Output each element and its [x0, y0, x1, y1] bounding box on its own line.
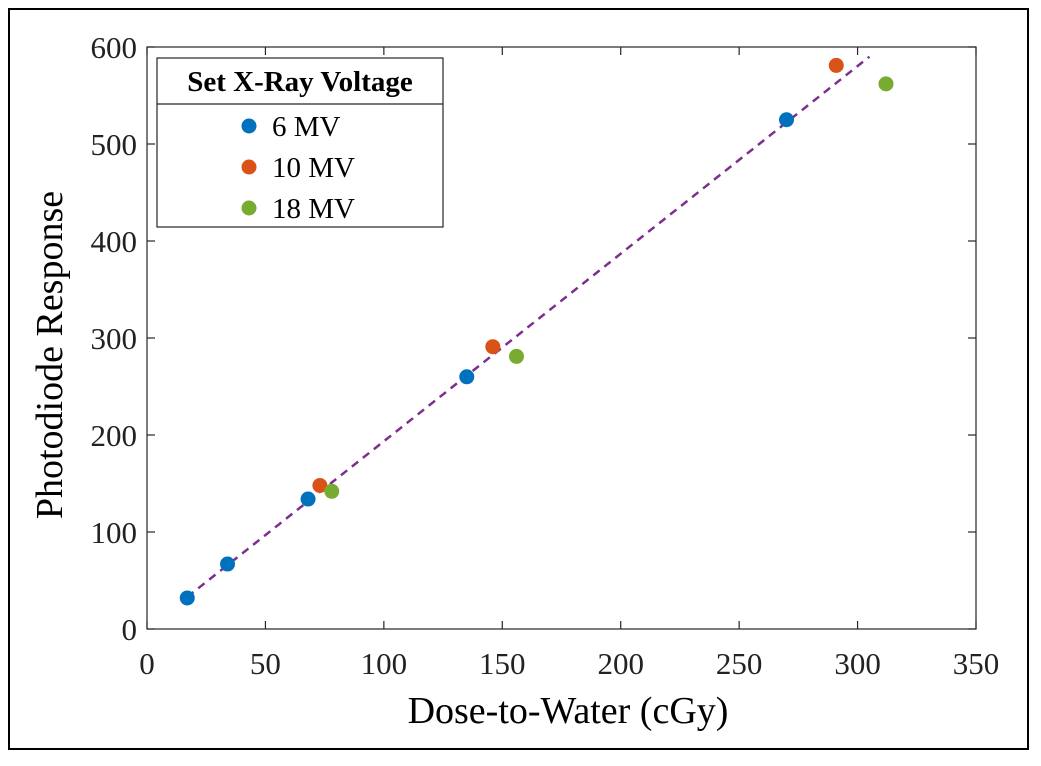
x-tick-label: 300 — [834, 646, 881, 681]
y-tick-label: 300 — [91, 321, 138, 356]
y-tick-label: 500 — [91, 127, 138, 162]
legend-items: 6 MV 10 MV 18 MV — [241, 111, 355, 225]
data-point-6-mv — [459, 369, 475, 385]
x-axis-title: Dose-to-Water (cGy) — [408, 690, 729, 732]
data-point-6-mv — [220, 556, 236, 572]
y-tick-label: 600 — [91, 30, 138, 65]
legend-label-10-mv: 10 MV — [272, 152, 355, 184]
data-point-6-mv — [179, 590, 195, 606]
data-point-10-mv — [485, 339, 501, 355]
data-point-10-mv — [828, 57, 844, 73]
data-point-10-mv — [312, 477, 328, 493]
legend-marker-18-mv — [241, 200, 257, 216]
data-point-18-mv — [878, 76, 894, 92]
y-tick-label: 200 — [91, 418, 138, 453]
data-point-6-mv — [779, 112, 795, 128]
legend-box — [156, 57, 444, 228]
legend-label-6-mv: 6 MV — [272, 111, 341, 143]
fit-line — [186, 55, 871, 598]
legend: Set X-Ray Voltage 6 MV 10 MV 18 MV — [156, 57, 444, 228]
x-tick-label: 200 — [597, 646, 644, 681]
y-tick-label: 100 — [91, 515, 138, 550]
x-tick-label: 50 — [250, 646, 281, 681]
y-axis-title: Photodiode Response — [29, 191, 71, 519]
data-points — [179, 57, 894, 606]
x-tick-label: 0 — [139, 646, 155, 681]
legend-marker-6-mv — [241, 118, 257, 134]
legend-label-18-mv: 18 MV — [272, 193, 355, 225]
legend-title: Set X-Ray Voltage — [187, 66, 413, 98]
fit-line-layer — [186, 55, 871, 598]
x-tick-label: 350 — [953, 646, 1000, 681]
axis-ticks: 0 50 100 150 200 250 300 350 0 100 200 300 400 500 600 — [91, 30, 1000, 681]
data-point-18-mv — [508, 348, 524, 364]
x-tick-label: 100 — [361, 646, 408, 681]
legend-marker-10-mv — [241, 159, 257, 175]
y-tick-label: 0 — [122, 612, 138, 647]
x-tick-label: 150 — [479, 646, 526, 681]
x-tick-label: 250 — [716, 646, 763, 681]
data-point-18-mv — [324, 483, 340, 499]
y-tick-label: 400 — [91, 224, 138, 259]
data-point-6-mv — [300, 491, 316, 507]
